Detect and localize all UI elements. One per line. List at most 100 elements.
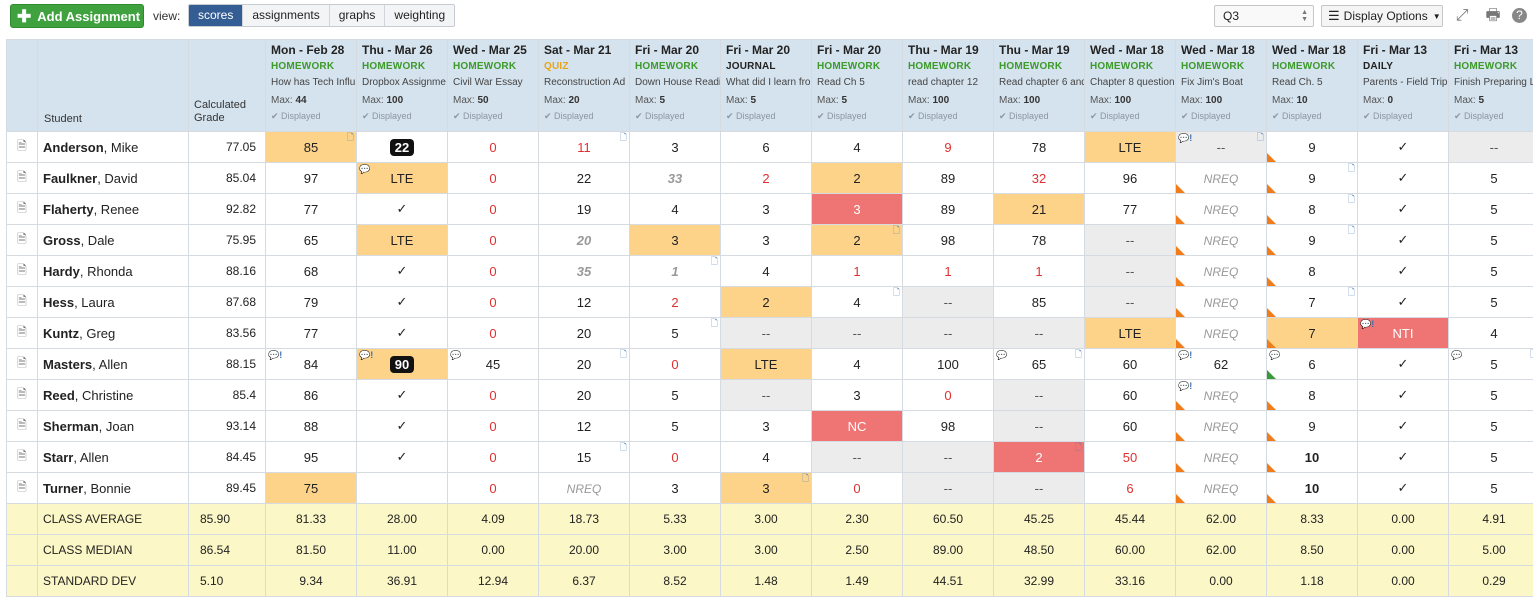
report-doc-icon[interactable]: 🗎 bbox=[6, 162, 38, 194]
assignment-header[interactable]: Mon - Feb 28 HOMEWORK How has Tech Influ Ma… bbox=[265, 39, 357, 132]
score-cell[interactable]: 88 bbox=[265, 410, 357, 442]
score-cell[interactable]: 0 bbox=[447, 162, 539, 194]
score-cell[interactable]: -- bbox=[1084, 224, 1176, 256]
note-doc-icon[interactable]: 🗋 bbox=[1347, 225, 1355, 235]
score-cell[interactable]: ✓ bbox=[1357, 286, 1449, 318]
score-cell[interactable]: 5 bbox=[629, 379, 721, 411]
score-cell[interactable]: ✓ bbox=[356, 410, 448, 442]
report-doc-icon[interactable]: 🗎 bbox=[6, 472, 38, 504]
score-cell[interactable]: -- bbox=[720, 379, 812, 411]
score-cell[interactable]: 6 bbox=[720, 131, 812, 163]
score-cell[interactable]: 3 bbox=[811, 193, 903, 225]
score-cell[interactable]: LTE bbox=[720, 348, 812, 380]
score-cell[interactable]: 0 bbox=[902, 379, 994, 411]
score-cell[interactable]: 8 bbox=[1266, 255, 1358, 287]
score-cell[interactable]: ✓ bbox=[1357, 224, 1449, 256]
score-cell[interactable]: 32 bbox=[993, 162, 1085, 194]
score-cell[interactable]: 22 bbox=[356, 131, 448, 163]
score-cell[interactable]: NREQ 💬! bbox=[1175, 379, 1267, 411]
score-cell[interactable]: 19 bbox=[538, 193, 630, 225]
score-cell[interactable]: 5 bbox=[1448, 410, 1533, 442]
score-cell[interactable]: 10 bbox=[1266, 441, 1358, 473]
score-cell[interactable]: ✓ bbox=[356, 255, 448, 287]
score-cell[interactable]: 9 bbox=[1266, 410, 1358, 442]
print-icon[interactable]: 🖶 bbox=[1485, 7, 1501, 24]
score-cell[interactable]: 96 bbox=[1084, 162, 1176, 194]
assignment-header[interactable]: Fri - Mar 13 DAILY Parents - Field Trip Max… bbox=[1357, 39, 1449, 132]
note-doc-icon[interactable]: 🗋 bbox=[801, 473, 809, 483]
score-cell[interactable]: LTE bbox=[1084, 317, 1176, 349]
score-cell[interactable]: 77 bbox=[1084, 193, 1176, 225]
score-cell[interactable]: 3 bbox=[629, 224, 721, 256]
score-cell[interactable]: ✓ bbox=[1357, 131, 1449, 163]
student-column-header[interactable]: Student bbox=[37, 39, 189, 132]
score-cell[interactable]: 90 💬! bbox=[356, 348, 448, 380]
report-doc-icon[interactable]: 🗎 bbox=[6, 286, 38, 318]
score-cell[interactable]: 1 bbox=[811, 255, 903, 287]
score-cell[interactable]: 5 bbox=[629, 410, 721, 442]
score-cell[interactable]: 98 bbox=[902, 410, 994, 442]
score-cell[interactable]: 4 bbox=[1448, 317, 1533, 349]
score-cell[interactable]: 78 bbox=[993, 224, 1085, 256]
note-doc-icon[interactable]: 🗋 bbox=[1347, 287, 1355, 297]
score-cell[interactable]: 1 bbox=[902, 255, 994, 287]
note-doc-icon[interactable]: 🗋 bbox=[1074, 442, 1082, 452]
score-cell[interactable]: 86 bbox=[265, 379, 357, 411]
assignment-header[interactable]: Thu - Mar 26 HOMEWORK Dropbox Assignme Max:… bbox=[356, 39, 448, 132]
student-name[interactable]: Anderson, Mike bbox=[37, 131, 189, 163]
score-cell[interactable]: 5 bbox=[1448, 379, 1533, 411]
report-doc-icon[interactable]: 🗎 bbox=[6, 348, 38, 380]
displayed-indicator[interactable]: ✔ Displayed bbox=[908, 111, 993, 122]
score-cell[interactable]: -- bbox=[902, 286, 994, 318]
score-cell[interactable]: 5 🗋 bbox=[629, 317, 721, 349]
score-cell[interactable]: -- bbox=[811, 317, 903, 349]
comment-bubble-icon[interactable]: 💬! bbox=[359, 350, 374, 360]
score-cell[interactable]: ✓ bbox=[1357, 472, 1449, 504]
score-cell[interactable]: 79 bbox=[265, 286, 357, 318]
displayed-indicator[interactable]: ✔ Displayed bbox=[1090, 111, 1175, 122]
comment-bubble-icon[interactable]: 💬! bbox=[1360, 319, 1375, 329]
student-name[interactable]: Masters, Allen bbox=[37, 348, 189, 380]
score-cell[interactable]: -- bbox=[993, 472, 1085, 504]
score-cell[interactable]: NREQ bbox=[1175, 255, 1267, 287]
score-cell[interactable]: 45 💬 bbox=[447, 348, 539, 380]
assignment-header[interactable]: Wed - Mar 18 HOMEWORK Chapter 8 question Ma… bbox=[1084, 39, 1176, 132]
score-cell[interactable]: 6 bbox=[1084, 472, 1176, 504]
score-cell[interactable]: -- bbox=[1448, 131, 1533, 163]
assignment-header[interactable]: Thu - Mar 19 HOMEWORK Read chapter 6 and Ma… bbox=[993, 39, 1085, 132]
score-cell[interactable]: LTE 💬 bbox=[356, 162, 448, 194]
score-cell[interactable]: 75 bbox=[265, 472, 357, 504]
student-name[interactable]: Sherman, Joan bbox=[37, 410, 189, 442]
report-doc-icon[interactable]: 🗎 bbox=[6, 410, 38, 442]
displayed-indicator[interactable]: ✔ Displayed bbox=[817, 111, 902, 122]
note-doc-icon[interactable]: 🗋 bbox=[619, 442, 627, 452]
score-cell[interactable]: 5 bbox=[1448, 162, 1533, 194]
report-doc-icon[interactable]: 🗎 bbox=[6, 317, 38, 349]
score-cell[interactable]: 2 bbox=[811, 162, 903, 194]
score-cell[interactable]: 100 bbox=[902, 348, 994, 380]
displayed-indicator[interactable]: ✔ Displayed bbox=[271, 111, 356, 122]
score-cell[interactable]: ✓ bbox=[1357, 255, 1449, 287]
score-cell[interactable]: -- bbox=[720, 317, 812, 349]
add-assignment-button[interactable]: ✚ Add Assignment bbox=[10, 4, 144, 28]
score-cell[interactable]: 60 bbox=[1084, 379, 1176, 411]
score-cell[interactable]: 3 bbox=[629, 131, 721, 163]
score-cell[interactable]: -- bbox=[1084, 286, 1176, 318]
assignment-header[interactable]: Fri - Mar 20 JOURNAL What did I learn fro M… bbox=[720, 39, 812, 132]
score-cell[interactable]: 68 bbox=[265, 255, 357, 287]
view-tab-weighting[interactable]: weighting bbox=[385, 5, 455, 26]
score-cell[interactable]: -- bbox=[993, 317, 1085, 349]
score-cell[interactable]: 3 bbox=[811, 379, 903, 411]
note-doc-icon[interactable]: 🗋 bbox=[1347, 194, 1355, 204]
score-cell[interactable]: 0 bbox=[629, 441, 721, 473]
score-cell[interactable]: -- bbox=[1084, 255, 1176, 287]
expand-icon[interactable]: ⤢ bbox=[1455, 7, 1469, 24]
score-cell[interactable]: 0 bbox=[447, 131, 539, 163]
score-cell[interactable]: 77 bbox=[265, 317, 357, 349]
display-options-button[interactable]: ☰ Display Options ▼ bbox=[1321, 5, 1443, 27]
score-cell[interactable]: 60 bbox=[1084, 348, 1176, 380]
score-cell[interactable]: ✓ bbox=[356, 317, 448, 349]
report-doc-icon[interactable]: 🗎 bbox=[6, 193, 38, 225]
comment-bubble-icon[interactable]: 💬 bbox=[1451, 350, 1463, 360]
score-cell[interactable]: -- bbox=[902, 317, 994, 349]
